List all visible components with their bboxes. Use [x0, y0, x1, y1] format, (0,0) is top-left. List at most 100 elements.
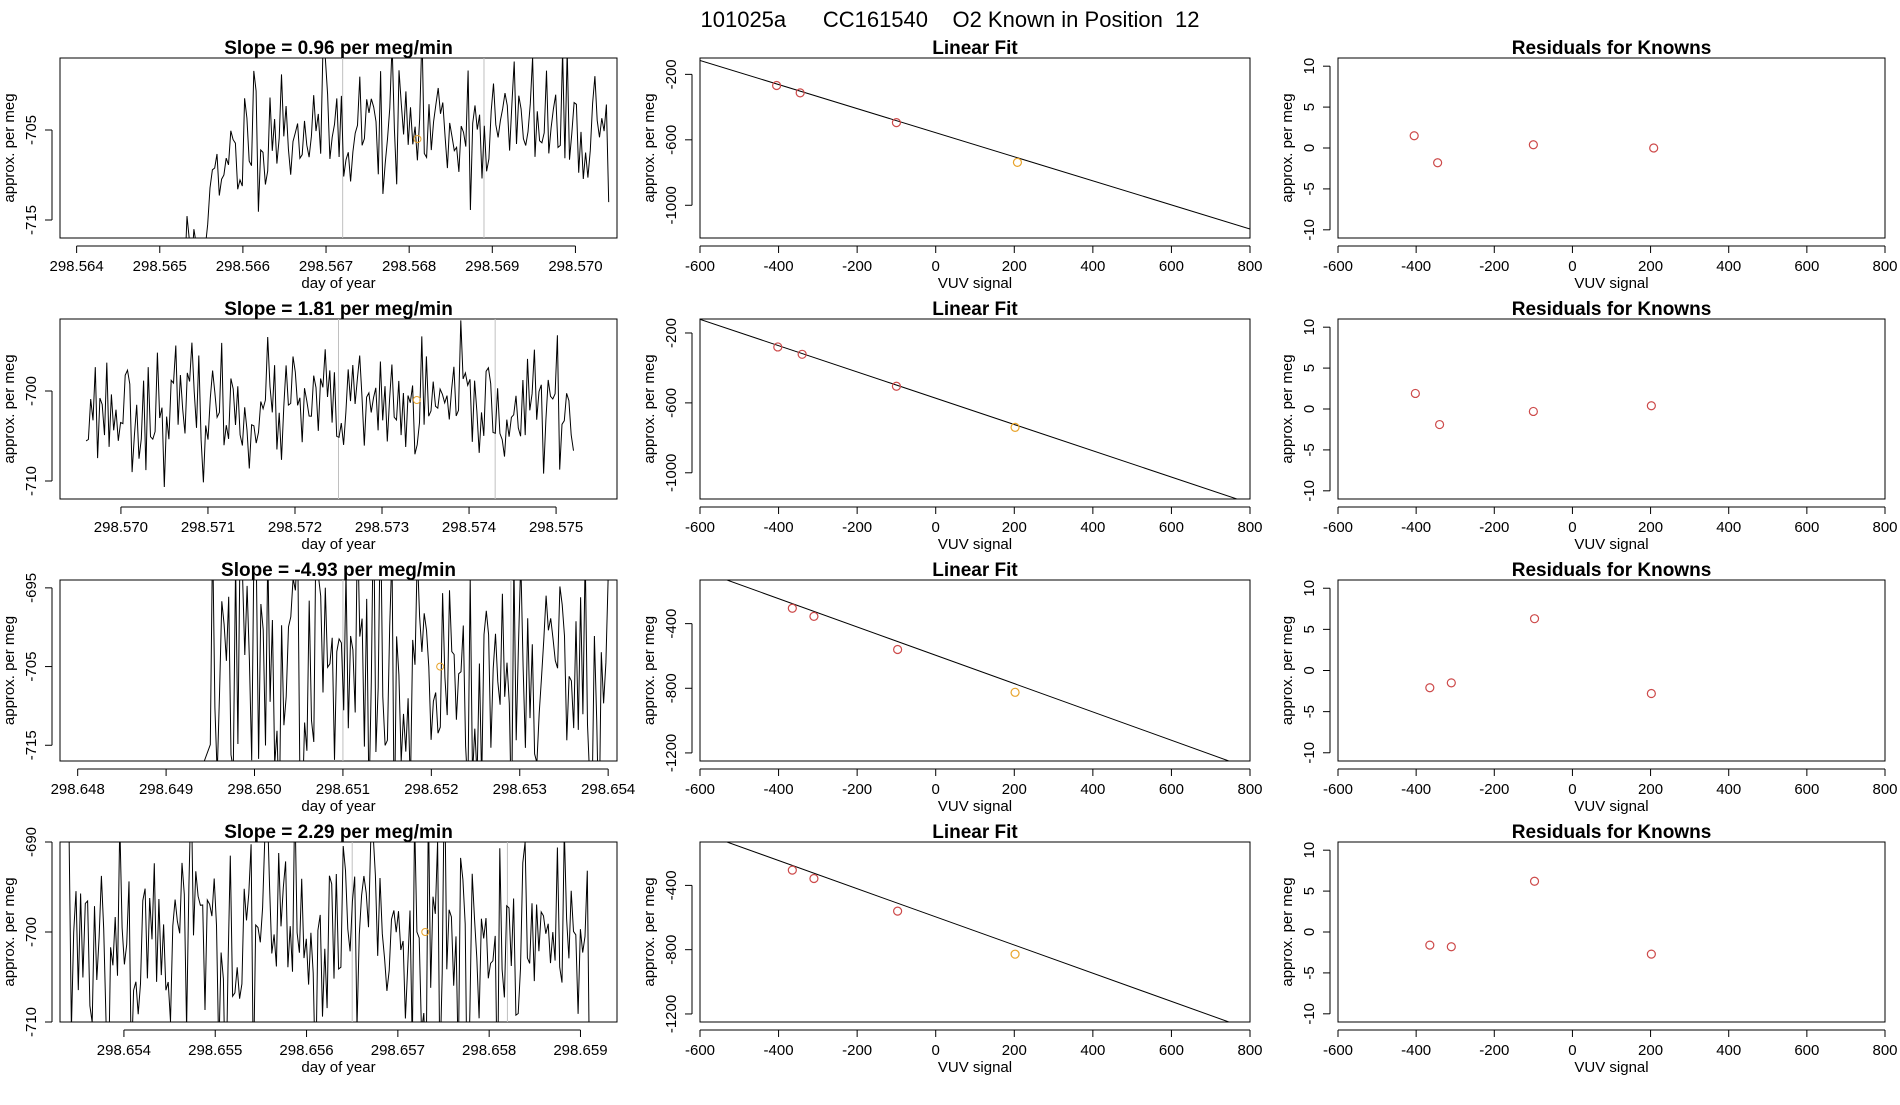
y-tick-label: -10	[1301, 1003, 1318, 1025]
x-tick-label: -400	[764, 781, 794, 798]
plot-box	[59, 57, 618, 239]
plot-area	[148, 580, 609, 761]
x-tick-label: -400	[1401, 1042, 1431, 1059]
data-point	[1409, 131, 1419, 141]
x-tick-label: 298.566	[216, 258, 270, 275]
y-tick-label: -10	[1301, 219, 1318, 241]
y-axis-label: approx. per meg	[641, 616, 658, 725]
panel-r4-c1: Slope = 2.29 per meg/min 298.654 298.655 29…	[1, 822, 618, 1076]
x-tick-label: 298.569	[465, 258, 519, 275]
y-tick-label: -600	[663, 125, 680, 155]
x-axis-label: day of year	[301, 275, 375, 292]
x-tick-label: -200	[842, 519, 872, 536]
x-tick-label: 400	[1716, 781, 1741, 798]
series-line	[148, 580, 609, 761]
panel-r1-c1: Slope = 0.96 per meg/min 298.564 298.565 29…	[1, 38, 618, 292]
y-tick-label: 5	[1301, 887, 1318, 895]
panel-title: Residuals for Knowns	[1512, 299, 1712, 320]
x-axis-label: VUV signal	[1574, 536, 1648, 553]
x-tick-label: 0	[1568, 1042, 1576, 1059]
x-tick-label: 600	[1794, 1042, 1819, 1059]
x-axis-label: day of year	[301, 798, 375, 815]
panel-r2-c1: Slope = 1.81 per meg/min 298.570 298.571 29…	[1, 299, 618, 553]
x-tick-label: 298.657	[371, 1042, 425, 1059]
x-axis-label: VUV signal	[938, 275, 1012, 292]
x-axis-label: VUV signal	[1574, 798, 1648, 815]
panel-r1-c2: Linear Fit -600 -400 -200 0 200 400 600 800 VUV s…	[641, 38, 1263, 292]
y-tick-label: -710	[23, 1007, 40, 1037]
x-tick-label: 600	[1794, 781, 1819, 798]
x-tick-label: 800	[1237, 258, 1262, 275]
x-tick-label: 298.649	[139, 781, 193, 798]
data-point	[797, 349, 807, 359]
x-tick-label: 298.575	[529, 519, 583, 536]
x-axis-label: day of year	[301, 1059, 375, 1076]
y-tick-label: -705	[23, 652, 40, 682]
panel-title: Slope = -4.93 per meg/min	[221, 560, 456, 581]
y-axis-label: approx. per meg	[1, 354, 18, 463]
x-tick-label: 200	[1002, 258, 1027, 275]
y-axis-label: approx. per meg	[1, 616, 18, 725]
x-tick-label: 298.574	[442, 519, 496, 536]
y-tick-label: -1000	[663, 186, 680, 224]
x-tick-label: 800	[1237, 519, 1262, 536]
panel-r3-c3: Residuals for Knowns -600 -400 -200 0 200 400 6…	[1279, 560, 1898, 815]
x-tick-label: -400	[764, 519, 794, 536]
y-tick-label: -710	[23, 466, 40, 496]
x-tick-label: 298.659	[553, 1042, 607, 1059]
y-tick-label: 5	[1301, 364, 1318, 372]
plot-area	[1425, 614, 1656, 699]
y-tick-label: -700	[23, 917, 40, 947]
panel-r3-c1: Slope = -4.93 per meg/min 298.648 298.649 2…	[1, 560, 635, 815]
data-point	[1433, 158, 1443, 168]
data-point	[891, 118, 902, 128]
data-point	[773, 342, 783, 352]
x-tick-label: 800	[1872, 781, 1897, 798]
x-axis-label: day of year	[301, 536, 375, 553]
plot-box	[1337, 318, 1886, 500]
x-tick-label: 298.570	[548, 258, 602, 275]
y-tick-label: -1200	[663, 734, 680, 772]
x-tick-label: 298.652	[404, 781, 458, 798]
y-tick-label: -10	[1301, 480, 1318, 502]
panel-title: Linear Fit	[932, 822, 1018, 843]
highlight-point	[436, 662, 445, 671]
y-tick-label: 0	[1301, 405, 1318, 413]
highlight-point	[421, 928, 430, 936]
data-point	[795, 88, 805, 98]
data-point	[1529, 614, 1540, 624]
x-axis-label: VUV signal	[938, 536, 1012, 553]
data-point	[1446, 678, 1456, 688]
fit-line	[725, 842, 1231, 1022]
y-tick-label: -600	[663, 388, 680, 418]
plot-box	[699, 841, 1251, 1023]
x-tick-label: 800	[1872, 519, 1897, 536]
y-tick-label: 5	[1301, 103, 1318, 111]
panel-r2-c3: Residuals for Knowns -600 -400 -200 0 200 400 6…	[1279, 299, 1898, 553]
x-tick-label: -200	[1479, 1042, 1509, 1059]
x-tick-label: 298.653	[493, 781, 547, 798]
y-tick-label: -5	[1301, 443, 1318, 456]
panels-container: Slope = 0.96 per meg/min 298.564 298.565 29…	[1, 38, 1898, 1076]
panel-title: Residuals for Knowns	[1512, 38, 1712, 59]
plot-area	[700, 319, 1239, 499]
x-tick-label: 200	[1638, 1042, 1663, 1059]
panel-title: Linear Fit	[932, 299, 1018, 320]
x-tick-label: 400	[1716, 1042, 1741, 1059]
data-point	[772, 80, 782, 91]
data-point	[1446, 942, 1456, 952]
panel-title: Linear Fit	[932, 38, 1018, 59]
x-tick-label: 200	[1002, 519, 1027, 536]
plot-box	[59, 841, 618, 1023]
x-tick-label: -400	[764, 1042, 794, 1059]
x-tick-label: -600	[1323, 258, 1353, 275]
panel-title: Slope = 1.81 per meg/min	[224, 299, 453, 320]
x-tick-label: 600	[1159, 1042, 1184, 1059]
plot-box	[699, 57, 1251, 239]
y-tick-label: -5	[1301, 966, 1318, 979]
y-tick-label: -705	[23, 115, 40, 145]
y-tick-label: 0	[1301, 666, 1318, 674]
y-tick-label: -1200	[663, 995, 680, 1033]
